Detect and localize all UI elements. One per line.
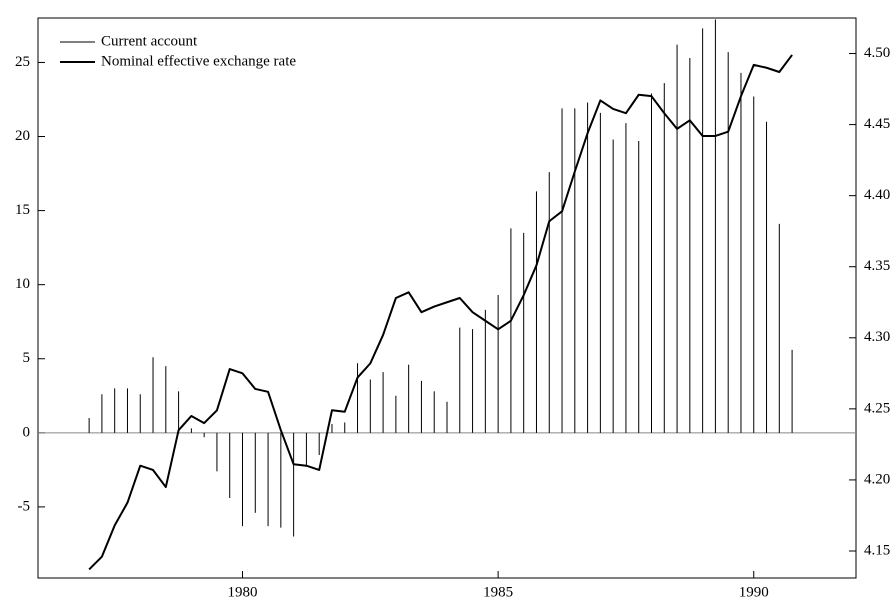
y2-tick-label: 4.15 [864, 542, 890, 558]
y-tick-label: 10 [15, 276, 30, 292]
y-tick-label: 25 [15, 54, 30, 70]
line [88, 54, 793, 571]
y2-tick-label: 4.35 [864, 258, 890, 274]
y2-tick-label: 4.45 [864, 116, 890, 132]
y-tick-label: 20 [15, 128, 30, 144]
y-tick-label: 15 [15, 202, 30, 218]
y-tick-label: 0 [23, 424, 31, 440]
y-tick-label: -5 [18, 498, 31, 514]
legend-label: Nominal effective exchange rate [101, 53, 296, 69]
y2-tick-label: 4.25 [864, 400, 890, 416]
y2-tick-label: 4.20 [864, 471, 890, 487]
legend-label: Current account [101, 33, 198, 49]
x-tick-label: 1980 [228, 584, 258, 600]
y-tick-label: 5 [23, 350, 31, 366]
x-tick-label: 1990 [739, 584, 769, 600]
x-tick-label: 1985 [483, 584, 513, 600]
y2-tick-label: 4.50 [864, 45, 890, 61]
y2-tick-label: 4.30 [864, 329, 890, 345]
y2-tick-label: 4.40 [864, 187, 890, 203]
plot-frame [37, 17, 857, 579]
